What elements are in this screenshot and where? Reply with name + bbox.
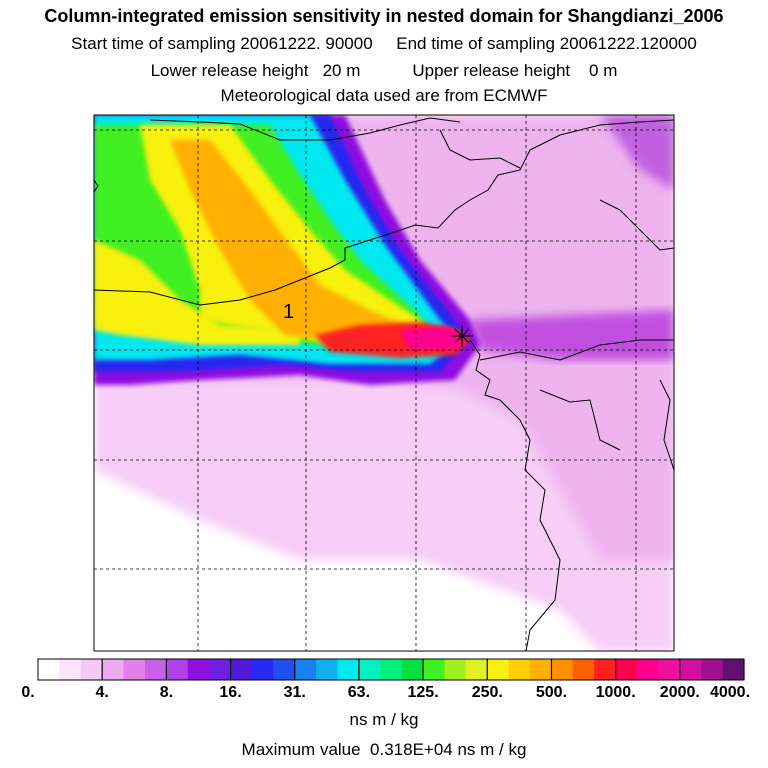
colorbar-tick-label: 16. <box>219 684 242 701</box>
colorbar-tick-label: 2000. <box>659 684 700 701</box>
lat-lon-grid <box>94 115 674 651</box>
colorbar-tick-label: 31. <box>283 684 306 701</box>
plot-title: Column-integrated emission sensitivity i… <box>44 6 724 26</box>
colorbar-swatch <box>551 659 574 680</box>
colorbar-tick-label: 125. <box>407 684 439 701</box>
colorbar-swatch <box>380 659 403 680</box>
colorbar-swatch <box>187 659 210 680</box>
colorbar-swatch <box>530 659 553 680</box>
colorbar-swatch <box>572 659 595 680</box>
colorbar-swatch <box>594 659 617 680</box>
sampling-times: Start time of sampling 20061222. 90000 E… <box>71 34 697 53</box>
colorbar-swatch <box>444 659 467 680</box>
colorbar-swatch <box>337 659 360 680</box>
met-data-source: Meteorological data used are from ECMWF <box>220 86 548 105</box>
colorbar-swatch <box>401 659 424 680</box>
colorbar-swatch <box>166 659 189 680</box>
plume-orange <box>170 140 420 340</box>
colorbar-swatch <box>144 659 167 680</box>
colorbar-swatch <box>102 659 125 680</box>
colorbar-swatch <box>658 659 681 680</box>
colorbar-unit: ns m / kg <box>349 710 419 729</box>
colorbar-swatch <box>123 659 146 680</box>
plume-magenta <box>400 326 468 350</box>
colorbar-tick-label: 250. <box>471 684 503 701</box>
colorbar-swatch <box>59 659 82 680</box>
colorbar-tick-label: 500. <box>535 684 568 701</box>
colorbar-swatch <box>615 659 638 680</box>
colorbar-swatch <box>508 659 531 680</box>
colorbar-swatch <box>465 659 488 680</box>
colorbar-swatch <box>38 659 60 680</box>
colorbar-swatch <box>273 659 296 680</box>
contour-label: 1 <box>283 301 294 323</box>
colorbar-swatch <box>209 659 232 680</box>
colorbar-swatch <box>423 659 446 680</box>
colorbar-tick-label: 1000. <box>595 684 636 701</box>
colorbar-swatch <box>637 659 660 680</box>
colorbar-tick-label: 63. <box>347 684 371 701</box>
colorbar-swatch <box>487 659 510 680</box>
colorbar-swatch <box>251 659 274 680</box>
colorbar-swatch <box>316 659 339 680</box>
colorbar-swatch <box>358 659 381 680</box>
coastlines <box>94 117 674 651</box>
colorbar-tick-label: 4. <box>95 684 109 701</box>
colorbar-frame <box>37 658 745 681</box>
colorbar-tick-label: 4000. <box>709 684 751 701</box>
maximum-value: Maximum value 0.318E+04 ns m / kg <box>241 740 527 759</box>
colorbar-swatch <box>722 659 745 680</box>
map-frame <box>93 114 675 652</box>
colorbar-swatch <box>701 659 724 680</box>
release-heights: Lower release height 20 m Upper release … <box>150 61 618 80</box>
colorbar-swatch <box>230 659 253 680</box>
colorbar-swatch <box>679 659 702 680</box>
colorbar-swatch <box>294 659 317 680</box>
station-cross-icon <box>451 325 473 347</box>
colorbar-tick-label: 8. <box>159 684 174 701</box>
colorbar-tick-label: 0. <box>21 684 35 701</box>
colorbar-swatch <box>80 659 103 680</box>
